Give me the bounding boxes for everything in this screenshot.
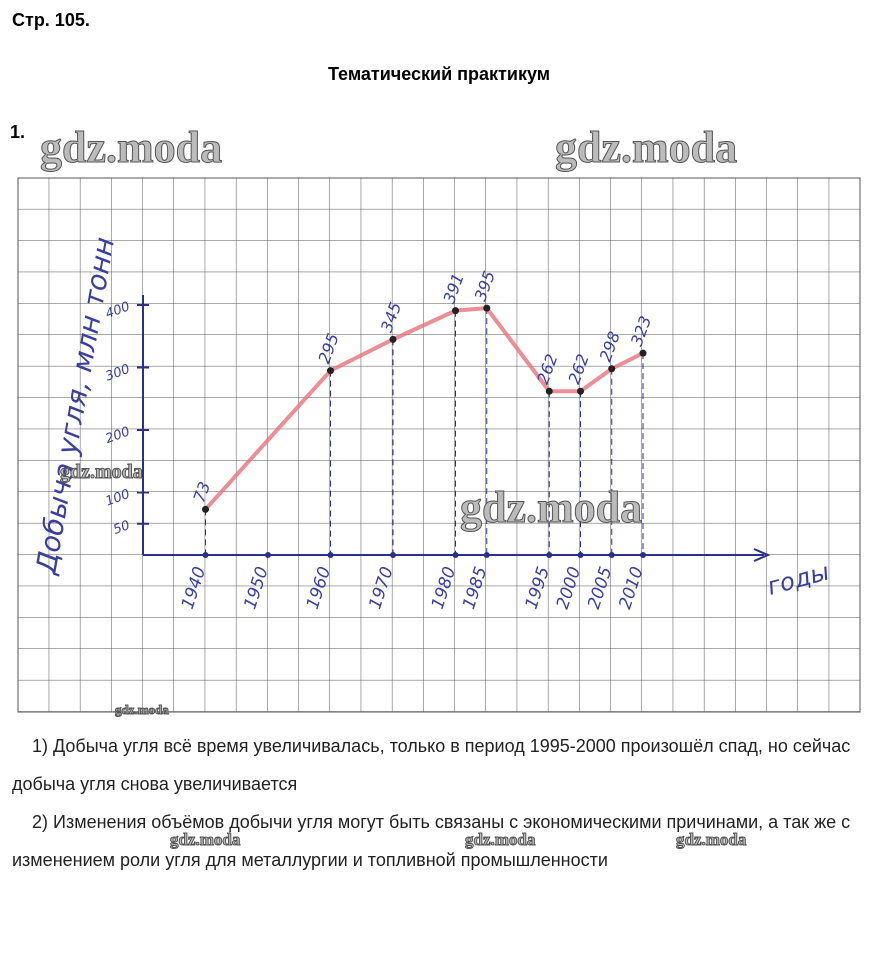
page-number: Стр. 105. [12, 10, 90, 30]
data-point [639, 349, 647, 357]
paragraph: 2) Изменения объёмов добычи угля могут б… [12, 812, 851, 870]
section-title: Тематический практикум [328, 64, 550, 84]
x-tick [265, 552, 271, 558]
y-tick-label: 50 [111, 518, 132, 538]
watermark: gdz.moda [115, 702, 169, 717]
data-point [452, 307, 459, 315]
paragraph: 1) Добыча угля всё время увеличивалась, … [12, 736, 851, 794]
data-point [202, 505, 209, 513]
data-point [327, 367, 334, 375]
answer-text: 1) Добыча угля всё время увеличивалась, … [12, 727, 868, 879]
watermark: gdz.moda [555, 123, 737, 172]
data-point [483, 304, 491, 312]
data-point [577, 387, 584, 395]
data-point [545, 387, 553, 395]
data-point [608, 365, 616, 373]
x-tick [608, 552, 615, 558]
grid-paper [17, 177, 861, 713]
task-number: 1. [10, 122, 25, 142]
watermark: gdz.moda [60, 461, 143, 483]
x-tick [483, 552, 490, 558]
data-point [389, 335, 397, 343]
x-axis-arrow [753, 548, 771, 562]
figure: Стр. 105. Тематический практикум 1. годы… [10, 10, 861, 718]
watermark: gdz.moda [40, 123, 222, 172]
watermark: gdz.moda [460, 483, 642, 532]
